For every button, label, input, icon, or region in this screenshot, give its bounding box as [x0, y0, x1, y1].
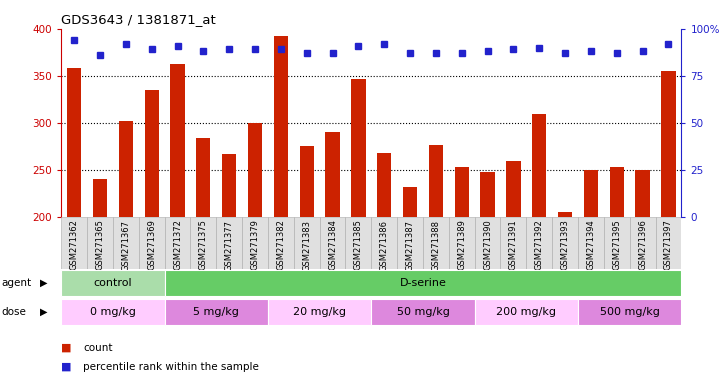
- Bar: [500, 217, 526, 269]
- Bar: [480, 172, 495, 217]
- Bar: [87, 217, 113, 269]
- Bar: [377, 153, 392, 217]
- Bar: [351, 79, 366, 217]
- Bar: [325, 132, 340, 217]
- Bar: [526, 217, 552, 269]
- Text: GSM271383: GSM271383: [302, 220, 311, 271]
- Bar: [61, 270, 164, 296]
- Bar: [455, 167, 469, 217]
- Bar: [222, 154, 236, 217]
- Bar: [371, 217, 397, 269]
- Bar: [423, 217, 448, 269]
- Text: percentile rank within the sample: percentile rank within the sample: [83, 362, 259, 372]
- Bar: [474, 299, 578, 325]
- Bar: [300, 146, 314, 217]
- Text: 200 mg/kg: 200 mg/kg: [496, 307, 557, 317]
- Text: GSM271389: GSM271389: [457, 220, 466, 270]
- Text: GSM271392: GSM271392: [535, 220, 544, 270]
- Bar: [603, 217, 629, 269]
- Text: GSM271387: GSM271387: [406, 220, 415, 271]
- Text: control: control: [94, 278, 132, 288]
- Bar: [506, 161, 521, 217]
- Text: GSM271388: GSM271388: [431, 220, 441, 271]
- Bar: [67, 68, 81, 217]
- Bar: [138, 217, 164, 269]
- Bar: [216, 217, 242, 269]
- Text: GSM271394: GSM271394: [586, 220, 596, 270]
- Text: ■: ■: [61, 362, 72, 372]
- Bar: [448, 217, 474, 269]
- Bar: [293, 217, 319, 269]
- Text: 20 mg/kg: 20 mg/kg: [293, 307, 346, 317]
- Text: GSM271393: GSM271393: [561, 220, 570, 270]
- Text: GSM271391: GSM271391: [509, 220, 518, 270]
- Bar: [655, 217, 681, 269]
- Bar: [578, 217, 603, 269]
- Bar: [248, 123, 262, 217]
- Text: 0 mg/kg: 0 mg/kg: [90, 307, 136, 317]
- Text: GSM271367: GSM271367: [121, 220, 131, 271]
- Bar: [345, 217, 371, 269]
- Text: ▶: ▶: [40, 278, 47, 288]
- Text: GSM271385: GSM271385: [354, 220, 363, 270]
- Text: GSM271372: GSM271372: [173, 220, 182, 270]
- Text: GSM271395: GSM271395: [612, 220, 622, 270]
- Text: 500 mg/kg: 500 mg/kg: [600, 307, 660, 317]
- Bar: [371, 299, 474, 325]
- Text: D-serine: D-serine: [399, 278, 446, 288]
- Text: GSM271390: GSM271390: [483, 220, 492, 270]
- Bar: [145, 90, 159, 217]
- Bar: [164, 270, 681, 296]
- Text: GSM271365: GSM271365: [96, 220, 105, 270]
- Text: GSM271377: GSM271377: [225, 220, 234, 271]
- Bar: [61, 299, 164, 325]
- Text: GSM271384: GSM271384: [328, 220, 337, 270]
- Text: GSM271386: GSM271386: [380, 220, 389, 271]
- Bar: [319, 217, 345, 269]
- Bar: [635, 170, 650, 217]
- Text: 50 mg/kg: 50 mg/kg: [397, 307, 449, 317]
- Bar: [268, 217, 293, 269]
- Bar: [119, 121, 133, 217]
- Bar: [578, 299, 681, 325]
- Text: GSM271382: GSM271382: [276, 220, 286, 270]
- Text: dose: dose: [1, 307, 27, 317]
- Text: GSM271369: GSM271369: [147, 220, 156, 270]
- Bar: [397, 217, 423, 269]
- Bar: [661, 71, 676, 217]
- Bar: [474, 217, 500, 269]
- Bar: [164, 217, 190, 269]
- Text: count: count: [83, 343, 112, 353]
- Bar: [552, 217, 578, 269]
- Bar: [274, 36, 288, 217]
- Text: ■: ■: [61, 343, 72, 353]
- Bar: [629, 217, 655, 269]
- Bar: [190, 217, 216, 269]
- Text: GSM271396: GSM271396: [638, 220, 647, 270]
- Bar: [268, 299, 371, 325]
- Bar: [93, 179, 107, 217]
- Bar: [610, 167, 624, 217]
- Text: ▶: ▶: [40, 307, 47, 317]
- Text: 5 mg/kg: 5 mg/kg: [193, 307, 239, 317]
- Text: GSM271375: GSM271375: [199, 220, 208, 270]
- Text: GDS3643 / 1381871_at: GDS3643 / 1381871_at: [61, 13, 216, 26]
- Bar: [196, 138, 211, 217]
- Bar: [164, 299, 268, 325]
- Text: agent: agent: [1, 278, 32, 288]
- Bar: [170, 64, 185, 217]
- Text: GSM271379: GSM271379: [251, 220, 260, 270]
- Bar: [242, 217, 268, 269]
- Bar: [403, 187, 417, 217]
- Bar: [429, 146, 443, 217]
- Bar: [61, 217, 87, 269]
- Bar: [584, 170, 598, 217]
- Bar: [532, 114, 547, 217]
- Bar: [558, 212, 572, 217]
- Text: GSM271362: GSM271362: [70, 220, 79, 270]
- Text: GSM271397: GSM271397: [664, 220, 673, 270]
- Bar: [113, 217, 138, 269]
